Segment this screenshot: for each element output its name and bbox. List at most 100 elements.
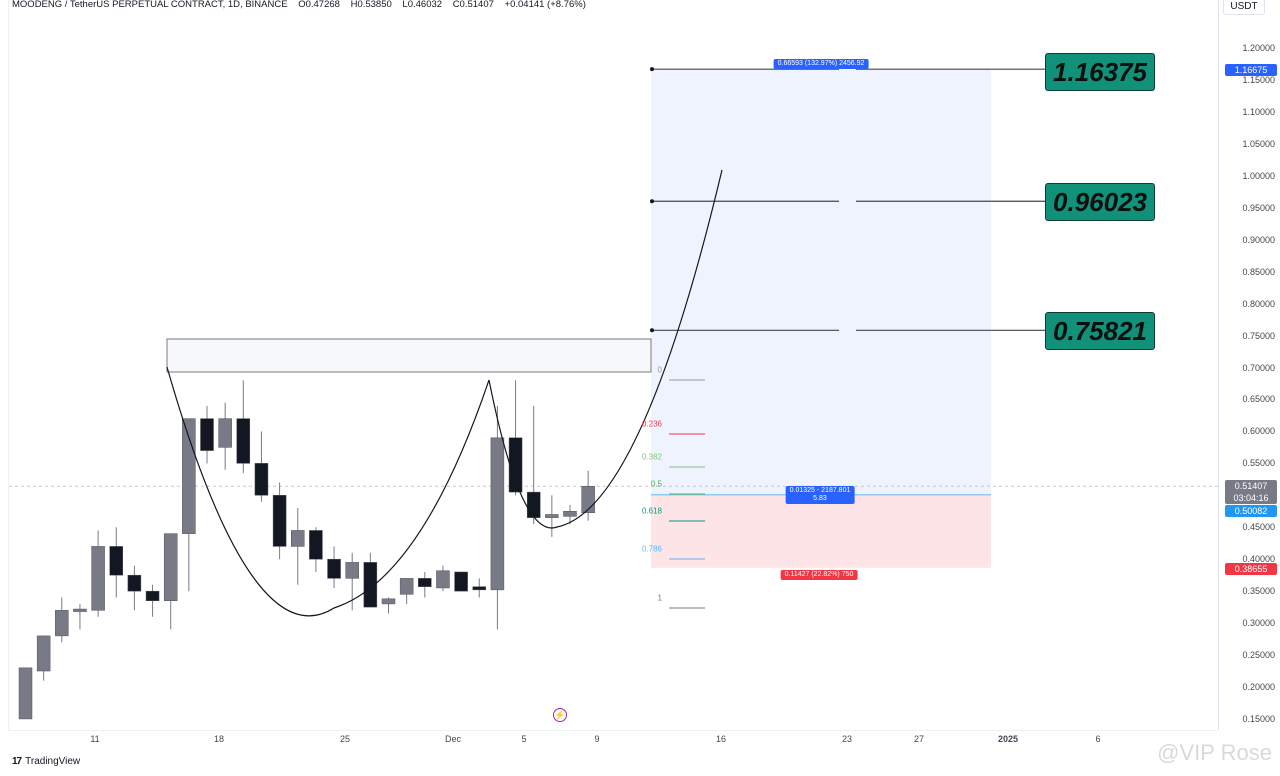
candle-body bbox=[18, 667, 33, 720]
price-tick: 0.55000 bbox=[1242, 458, 1275, 469]
candle-body bbox=[490, 437, 505, 591]
candle-body bbox=[472, 586, 486, 591]
target-price-badge: 1.16675 bbox=[1225, 64, 1277, 76]
price-tick: 0.80000 bbox=[1242, 298, 1275, 309]
currency-selector[interactable]: USDT bbox=[1223, 0, 1265, 15]
time-tick: Dec bbox=[444, 734, 462, 744]
cup-curve bbox=[166, 366, 490, 617]
last-price-badge: 0.51407 03:04:16 bbox=[1225, 480, 1277, 504]
price-tick: 0.25000 bbox=[1242, 650, 1275, 661]
price-tick: 0.35000 bbox=[1242, 586, 1275, 597]
candle-body bbox=[218, 418, 232, 448]
position-stop-pill: 0.11427 (22.82%) 750 bbox=[780, 570, 858, 580]
candle-body bbox=[418, 578, 432, 587]
position-target-pill: 0.66593 (132.97%) 2456.92 bbox=[773, 59, 869, 69]
target-dot bbox=[650, 199, 654, 204]
fib-level-label: 0.618 bbox=[641, 506, 662, 516]
candle-body bbox=[526, 491, 541, 518]
resistance-zone bbox=[166, 338, 652, 373]
candle-body bbox=[563, 511, 577, 517]
price-tick: 0.75000 bbox=[1242, 330, 1275, 341]
ohlc-change: +0.04141 (+8.76%) bbox=[504, 0, 586, 10]
fib-level-label: 0.5 bbox=[650, 479, 662, 489]
candle-body bbox=[399, 578, 414, 595]
time-tick: 6 bbox=[1095, 734, 1101, 744]
time-tick: 18 bbox=[213, 734, 225, 744]
candle-body bbox=[436, 570, 450, 589]
loss-zone bbox=[651, 494, 991, 568]
chart-pane[interactable] bbox=[8, 0, 1219, 730]
candle-body bbox=[145, 590, 160, 601]
time-tick: 11 bbox=[90, 734, 100, 744]
candle-body bbox=[163, 533, 178, 601]
candle-body bbox=[454, 571, 468, 592]
handle-curve bbox=[488, 169, 723, 529]
candle-body bbox=[545, 514, 559, 518]
price-tick: 0.60000 bbox=[1242, 426, 1275, 437]
countdown: 03:04:16 bbox=[1233, 493, 1269, 503]
price-tick: 0.65000 bbox=[1242, 394, 1275, 405]
time-axis[interactable]: 11 18 25 Dec 5 9 16 23 27 2025 6 bbox=[8, 730, 1218, 751]
price-tick: 0.40000 bbox=[1242, 554, 1275, 565]
footer: 17 TradingView bbox=[12, 756, 80, 767]
candle-body bbox=[73, 608, 87, 612]
price-tick: 0.15000 bbox=[1242, 713, 1275, 724]
candle-body bbox=[55, 610, 69, 637]
fib-level-label: 0.786 bbox=[641, 544, 662, 554]
brand-name: TradingView bbox=[25, 756, 81, 767]
price-tick: 0.85000 bbox=[1242, 266, 1275, 277]
time-tick: 5 bbox=[521, 734, 527, 744]
price-tick: 0.20000 bbox=[1242, 682, 1275, 692]
price-tick: 1.20000 bbox=[1242, 43, 1275, 53]
position-entry-pill: 0.01325 - 2187.801 5.83 bbox=[785, 486, 855, 504]
fib-level-label: 0 bbox=[657, 365, 662, 375]
position-entry-line1: 0.01325 - 2187.801 bbox=[789, 487, 851, 494]
fib-level-label: 0.236 bbox=[641, 419, 662, 429]
price-tick: 0.70000 bbox=[1242, 362, 1275, 373]
time-tick: 2025 bbox=[997, 734, 1019, 744]
entry-price-badge: 0.50082 bbox=[1225, 505, 1277, 517]
time-tick: 23 bbox=[841, 734, 853, 744]
profit-zone bbox=[651, 69, 991, 495]
stop-price-badge: 0.38655 bbox=[1225, 563, 1277, 575]
ohlc-open: O0.47268 bbox=[298, 0, 340, 10]
candle-body bbox=[363, 562, 378, 608]
target-label-2: 0.96023 bbox=[1045, 183, 1155, 221]
candle-body bbox=[36, 635, 51, 672]
price-tick: 0.30000 bbox=[1242, 618, 1275, 629]
time-tick: 16 bbox=[715, 734, 727, 744]
time-tick: 27 bbox=[913, 734, 925, 744]
ohlc-high: H0.53850 bbox=[350, 0, 392, 10]
target-label-1: 1.16375 bbox=[1045, 53, 1155, 91]
candle-body bbox=[127, 574, 142, 592]
symbol-header: MOODENG / TetherUS PERPETUAL CONTRACT, 1… bbox=[12, 0, 594, 12]
candle-body bbox=[381, 598, 396, 605]
candle-body bbox=[291, 530, 305, 547]
price-tick: 1.05000 bbox=[1242, 138, 1275, 149]
symbol-title: MOODENG / TetherUS PERPETUAL CONTRACT, 1… bbox=[12, 0, 288, 10]
price-tick: 0.95000 bbox=[1242, 202, 1275, 213]
candle-body bbox=[327, 558, 341, 579]
fib-level-label: 1 bbox=[657, 593, 662, 603]
price-tick: 0.45000 bbox=[1242, 522, 1275, 533]
time-tick: 25 bbox=[339, 734, 351, 744]
candle-body bbox=[508, 437, 523, 493]
target-label-3: 0.75821 bbox=[1045, 312, 1155, 350]
candle-body bbox=[345, 562, 359, 579]
watermark: @VIP Rose bbox=[1157, 740, 1272, 765]
price-tick: 0.90000 bbox=[1242, 234, 1275, 245]
price-tick: 1.00000 bbox=[1242, 170, 1275, 181]
price-tick: 1.15000 bbox=[1242, 74, 1275, 85]
target-dot bbox=[650, 328, 654, 333]
price-tick: 1.10000 bbox=[1242, 106, 1275, 117]
candle-body bbox=[309, 530, 323, 560]
position-entry-line2: 5.83 bbox=[813, 495, 827, 502]
time-tick: 9 bbox=[594, 734, 600, 744]
ohlc-low: L0.46032 bbox=[402, 0, 443, 10]
price-axis[interactable]: 1.20000 1.15000 1.10000 1.05000 1.00000 0.950… bbox=[1218, 0, 1280, 730]
candle-body bbox=[254, 463, 269, 496]
candlestick-plot[interactable] bbox=[9, 0, 1219, 730]
candle-body bbox=[236, 418, 251, 464]
candle-body bbox=[91, 546, 105, 611]
lightning-alert-icon[interactable]: ⚡ bbox=[553, 708, 567, 722]
